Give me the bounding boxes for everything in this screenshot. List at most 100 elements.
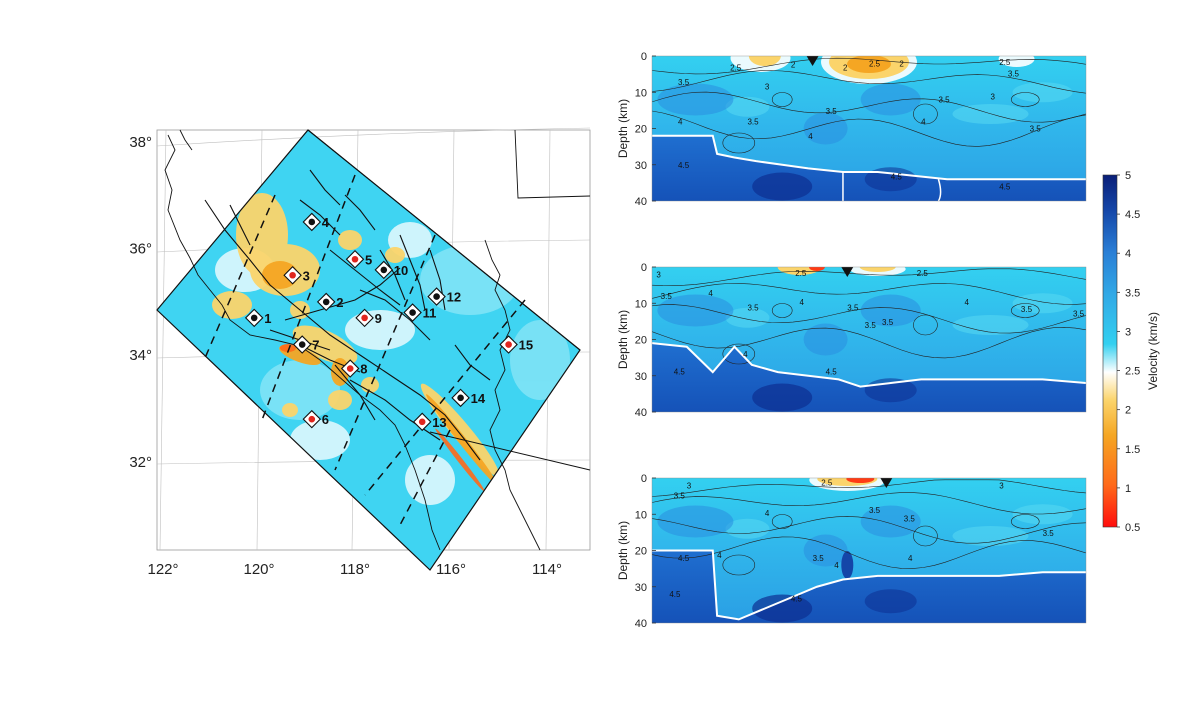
- mantle-region: [652, 550, 1086, 623]
- cross-section-panel: 3 2.5 2.5 3.5 4 3.5 4 3.5 3.5 4 3.5 3.5 3.5 4 4.5 4.5 0 1…: [616, 262, 1087, 419]
- contour-label: 3.5: [847, 304, 859, 313]
- contour-label: 3: [991, 93, 996, 102]
- contour-label: 2.5: [730, 64, 742, 73]
- station-marker: 8: [340, 359, 367, 378]
- station-dot: [351, 255, 359, 263]
- station-marker: 11: [403, 303, 436, 322]
- colorbar-tick-label: 2.5: [1125, 366, 1140, 378]
- station-label: 2: [336, 295, 343, 310]
- contour-label: 3: [656, 270, 661, 279]
- station-marker: 12: [427, 287, 461, 306]
- station-marker: 9: [355, 308, 382, 328]
- depth-tick-label: 0: [641, 51, 647, 63]
- colorbar-tick-label: 4: [1125, 248, 1131, 260]
- station-dot: [457, 394, 464, 402]
- station-label: 6: [322, 412, 329, 427]
- contour-label: 4: [834, 561, 839, 570]
- profile-lines: [204, 174, 526, 526]
- contour-label: 4.5: [669, 590, 681, 599]
- colorbar-tick-label: 3.5: [1125, 287, 1140, 299]
- station-marker: 15: [499, 335, 533, 354]
- station-dot: [346, 365, 354, 372]
- station-label: 15: [519, 338, 533, 353]
- depth-tick-label: 20: [635, 546, 647, 558]
- colorbar-tick-label: 4.5: [1125, 209, 1140, 221]
- contour-label: 4: [908, 554, 913, 563]
- contour-label: 3.5: [1073, 309, 1085, 318]
- station-marker: 13: [412, 412, 447, 432]
- station-dot: [505, 341, 512, 348]
- map-x-tick-label: 120°: [243, 561, 274, 578]
- map-y-tick-label: 34°: [129, 347, 152, 364]
- station-label: 1: [264, 311, 271, 326]
- map-x-tick-label: 114°: [532, 561, 562, 578]
- contour-label: 2: [843, 64, 848, 73]
- depth-axis-label: Depth (km): [616, 310, 630, 369]
- cross-section-panel: 3 2.5 33.54 3.53.53.54 3.544.54.5 4.540102030…: [616, 473, 1087, 630]
- map-x-axis: 122° 120° 118° 116° 114°: [147, 561, 561, 578]
- depth-tick-label: 20: [635, 124, 647, 136]
- station-label: 9: [375, 311, 382, 326]
- contour-label: 2.5: [795, 269, 807, 278]
- profile-line-1: [204, 194, 276, 359]
- station-marker: 4: [302, 212, 330, 232]
- moho-line: [652, 342, 1086, 388]
- contour-lines: [652, 268, 1086, 365]
- colorbar-tick-label: 1: [1125, 483, 1131, 495]
- contour-label: 3: [765, 82, 770, 91]
- contour-label: 3.5: [661, 292, 673, 301]
- contour-label: 4.5: [791, 594, 803, 603]
- contour-label: 4.5: [678, 554, 690, 563]
- station-label: 4: [322, 215, 330, 230]
- contour-label: 4.5: [674, 367, 686, 376]
- depth-axis-label: Depth (km): [616, 521, 630, 580]
- contour-label: 3.5: [865, 321, 877, 330]
- depth-tick-label: 40: [635, 196, 647, 208]
- colorbar-tick-label: 2: [1125, 405, 1131, 417]
- contour-label: 3.5: [1021, 305, 1033, 314]
- cross-section-field: 3 2.5 2.5 3.5 4 3.5 4 3.5 3.5 4 3.5 3.5 3.5 4 4.5 4.5: [652, 267, 1086, 412]
- contour-label: 2.5: [999, 58, 1011, 67]
- contour-label: 3.5: [1030, 125, 1042, 134]
- station-label: 13: [432, 415, 446, 430]
- colorbar-tick-label: 3: [1125, 326, 1131, 338]
- contour-label: 3: [687, 481, 692, 490]
- contour-label: 3.5: [813, 554, 825, 563]
- cross-sections: 2.5 2 232.522.53.533.543.543.543.53.54.54.…: [616, 51, 1087, 630]
- contour-label: 3.5: [1008, 69, 1020, 78]
- cross-section-field: 3 2.5 33.54 3.53.53.54 3.544.54.5 4.54: [652, 478, 1086, 623]
- colorbar-scale: [1102, 174, 1118, 528]
- map-y-tick-label: 36°: [129, 241, 152, 258]
- contour-label: 3: [999, 481, 1004, 490]
- moho-line: [652, 549, 1086, 621]
- contour-label: 2.5: [821, 478, 833, 487]
- station-triangle-marker: [806, 56, 819, 66]
- map-x-tick-label: 122°: [147, 561, 178, 578]
- station-label: 8: [360, 362, 367, 377]
- station-dot: [380, 266, 388, 274]
- station-label: 3: [303, 268, 310, 283]
- profile-line-3: [334, 234, 436, 471]
- contour-label: 4: [743, 350, 748, 359]
- contour-label: 4: [717, 551, 722, 560]
- contour-label: 4: [678, 117, 683, 126]
- depth-axis-label: Depth (km): [616, 99, 630, 158]
- contour-label: 3.5: [904, 515, 916, 524]
- station-marker: 14: [451, 388, 486, 408]
- contour-label: 2: [791, 61, 796, 70]
- contour-label: 4: [765, 509, 770, 518]
- station-marker: 3: [283, 265, 310, 285]
- contour-label: 3.5: [826, 107, 838, 116]
- station-label: 12: [447, 290, 461, 305]
- colorbar-tick-label: 1.5: [1125, 444, 1140, 456]
- station-dot: [298, 341, 306, 348]
- depth-tick-label: 20: [635, 335, 647, 347]
- station-dot: [322, 298, 330, 306]
- station-dot: [250, 314, 258, 322]
- station-marker: 10: [374, 260, 408, 280]
- map-y-tick-label: 32°: [129, 454, 152, 471]
- contour-label: 3.5: [882, 318, 894, 327]
- station-dot: [418, 418, 426, 426]
- station-dot: [433, 293, 440, 300]
